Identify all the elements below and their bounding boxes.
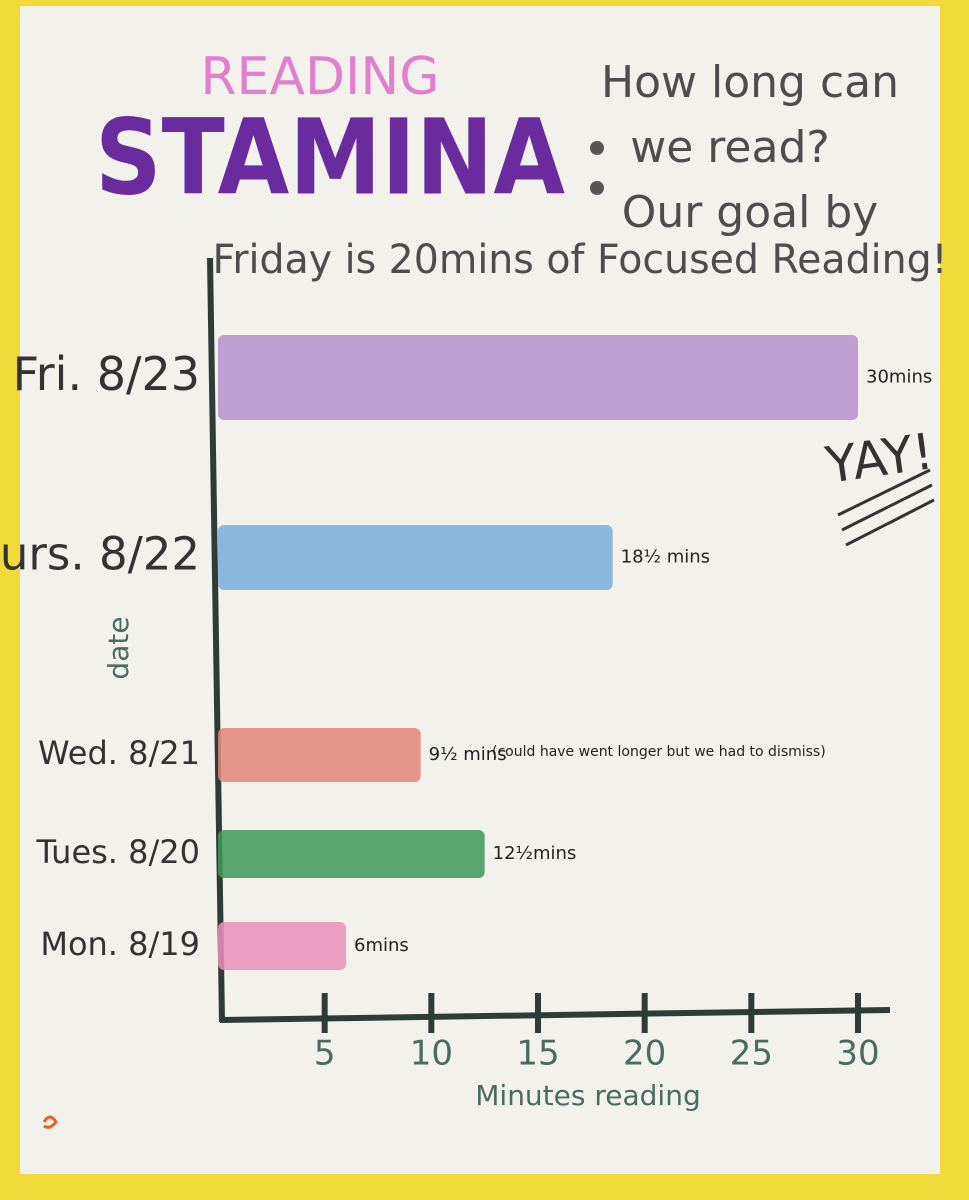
value-label: 18½ mins xyxy=(621,547,710,568)
category-label: Thurs. 8/22 xyxy=(0,528,200,581)
bar xyxy=(218,525,613,590)
category-label: Tues. 8/20 xyxy=(35,833,200,871)
subtitle-line: How long can xyxy=(601,57,899,108)
x-tick-label: 30 xyxy=(836,1034,879,1074)
x-tick-label: 15 xyxy=(516,1034,559,1074)
bar xyxy=(218,728,421,782)
bar xyxy=(218,335,858,420)
x-tick-label: 20 xyxy=(623,1034,666,1074)
underline-strokes xyxy=(837,468,935,547)
value-label: 6mins xyxy=(354,935,409,956)
x-tick-label: 10 xyxy=(410,1034,453,1074)
value-label: 12½mins xyxy=(493,843,577,864)
category-label: Mon. 8/19 xyxy=(40,925,200,963)
x-axis xyxy=(219,1007,891,1023)
stamp xyxy=(42,1115,58,1129)
chart-kicker: READING xyxy=(200,47,439,107)
subtitle-line: we read? xyxy=(630,122,829,173)
bar xyxy=(218,830,485,878)
x-axis-title: Minutes reading xyxy=(475,1079,700,1112)
value-label: 30mins xyxy=(866,367,932,388)
subtitle-line: Friday is 20mins of Focused Reading! xyxy=(213,237,948,283)
annotation: (could have went longer but we had to di… xyxy=(492,744,826,760)
y-axis xyxy=(207,257,225,1023)
bar xyxy=(218,922,346,970)
x-tick-label: 25 xyxy=(730,1034,773,1074)
colon-dot xyxy=(590,181,604,195)
chart-title: STAMINA xyxy=(95,96,565,218)
category-label: Wed. 8/21 xyxy=(38,734,200,772)
subtitle-line: Our goal by xyxy=(622,187,879,238)
colon-dot xyxy=(590,141,604,155)
x-tick-label: 5 xyxy=(314,1034,336,1074)
value-label: 9½ mins xyxy=(429,744,507,765)
category-label: Fri. 8/23 xyxy=(13,347,200,401)
y-axis-title: date xyxy=(102,616,135,679)
